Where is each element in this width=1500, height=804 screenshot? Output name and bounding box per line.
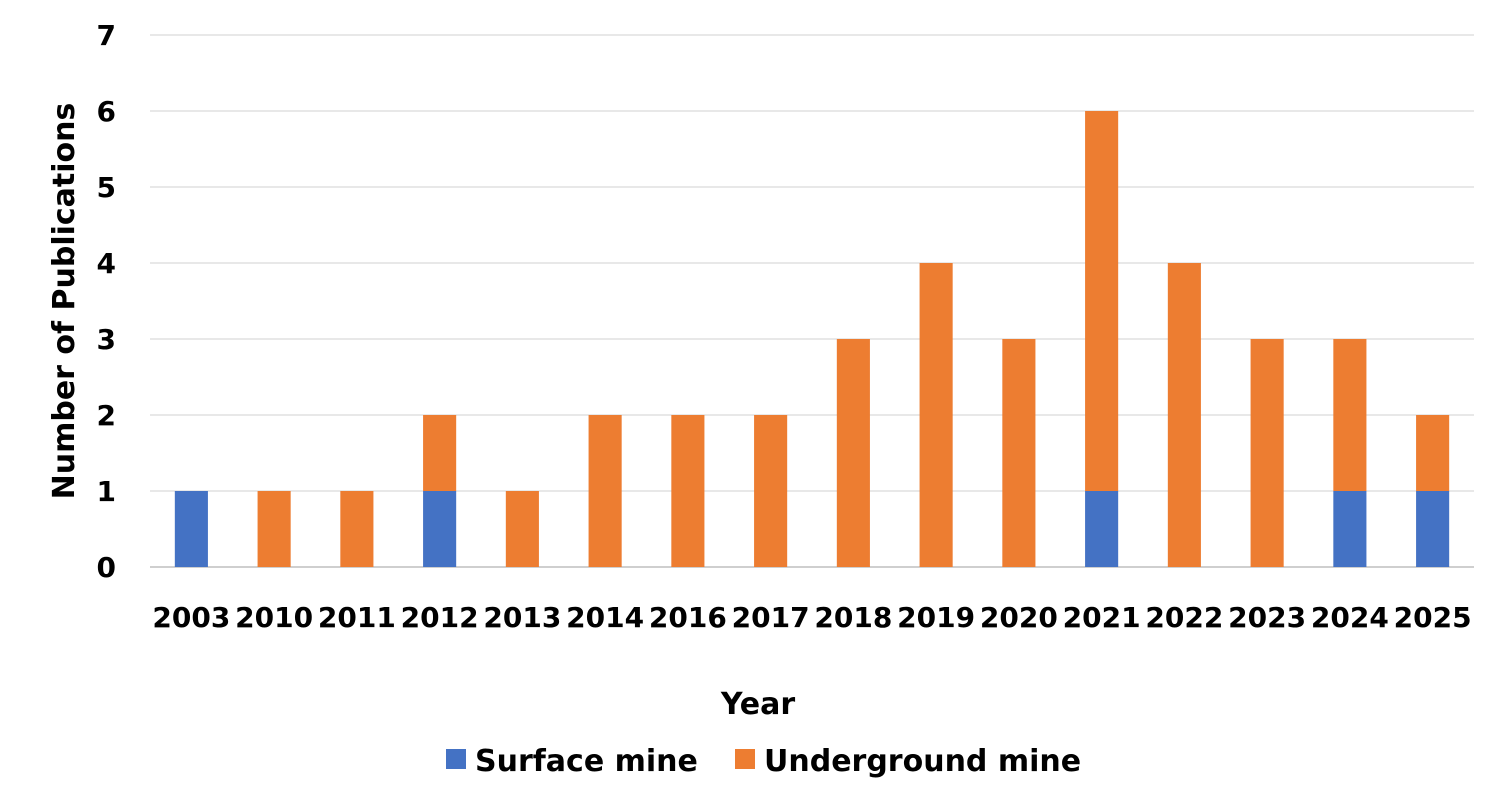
bar-underground-mine-2018 [836,339,870,567]
y-tick-label-2: 2 [97,399,116,432]
bar-underground-mine-2016 [671,415,705,567]
bar-underground-mine-2010 [257,491,291,567]
y-tick-label-6: 6 [97,95,116,128]
x-tick-label-2010: 2010 [235,601,313,634]
x-axis-ticks: 2003 2010 2011 2012 2013 2014 2016 2017 2018 2019… [152,601,1471,634]
x-tick-label-2012: 2012 [401,601,479,634]
y-axis-title: Number of Publications [47,103,82,500]
bar-underground-mine-2024 [1333,339,1367,491]
bar-underground-mine-2014 [588,415,622,567]
bar-underground-mine-2012 [423,415,457,491]
x-tick-label-2020: 2020 [980,601,1058,634]
x-tick-label-2025: 2025 [1394,601,1472,634]
bar-underground-mine-2022 [1167,263,1201,567]
x-tick-label-2016: 2016 [649,601,727,634]
bars [174,111,1450,567]
bar-surface-mine-2025 [1416,491,1450,567]
x-tick-label-2019: 2019 [897,601,975,634]
bar-surface-mine-2021 [1085,491,1119,567]
x-tick-label-2014: 2014 [566,601,644,634]
x-tick-label-2017: 2017 [732,601,810,634]
bar-underground-mine-2017 [754,415,788,567]
x-tick-label-2011: 2011 [318,601,396,634]
bar-surface-mine-2012 [423,491,457,567]
bar-underground-mine-2020 [1002,339,1036,567]
y-tick-label-7: 7 [97,19,116,52]
bar-underground-mine-2023 [1250,339,1284,567]
bar-surface-mine-2024 [1333,491,1367,567]
bar-underground-mine-2013 [505,491,539,567]
bar-underground-mine-2019 [919,263,953,567]
y-tick-label-3: 3 [97,323,116,356]
y-axis-ticks: 0 1 2 3 4 5 6 7 [97,19,116,584]
x-tick-label-2021: 2021 [1063,601,1141,634]
legend-swatch-surface-mine [446,749,466,769]
y-tick-label-0: 0 [97,551,116,584]
bar-surface-mine-2003 [174,491,208,567]
x-tick-label-2013: 2013 [483,601,561,634]
legend-swatch-underground-mine [735,749,755,769]
legend: Surface mine Underground mine [446,744,1081,779]
y-tick-label-5: 5 [97,171,116,204]
bar-underground-mine-2021 [1085,111,1119,491]
x-tick-label-2022: 2022 [1145,601,1223,634]
y-tick-label-4: 4 [97,247,116,280]
x-tick-label-2018: 2018 [814,601,892,634]
legend-label-underground-mine: Underground mine [764,744,1081,779]
x-tick-label-2023: 2023 [1228,601,1306,634]
legend-label-surface-mine: Surface mine [475,744,698,779]
bar-underground-mine-2011 [340,491,374,567]
bar-underground-mine-2025 [1416,415,1450,491]
x-tick-label-2003: 2003 [152,601,230,634]
x-tick-label-2024: 2024 [1311,601,1389,634]
x-axis-title: Year [720,687,796,722]
y-tick-label-1: 1 [97,475,116,508]
